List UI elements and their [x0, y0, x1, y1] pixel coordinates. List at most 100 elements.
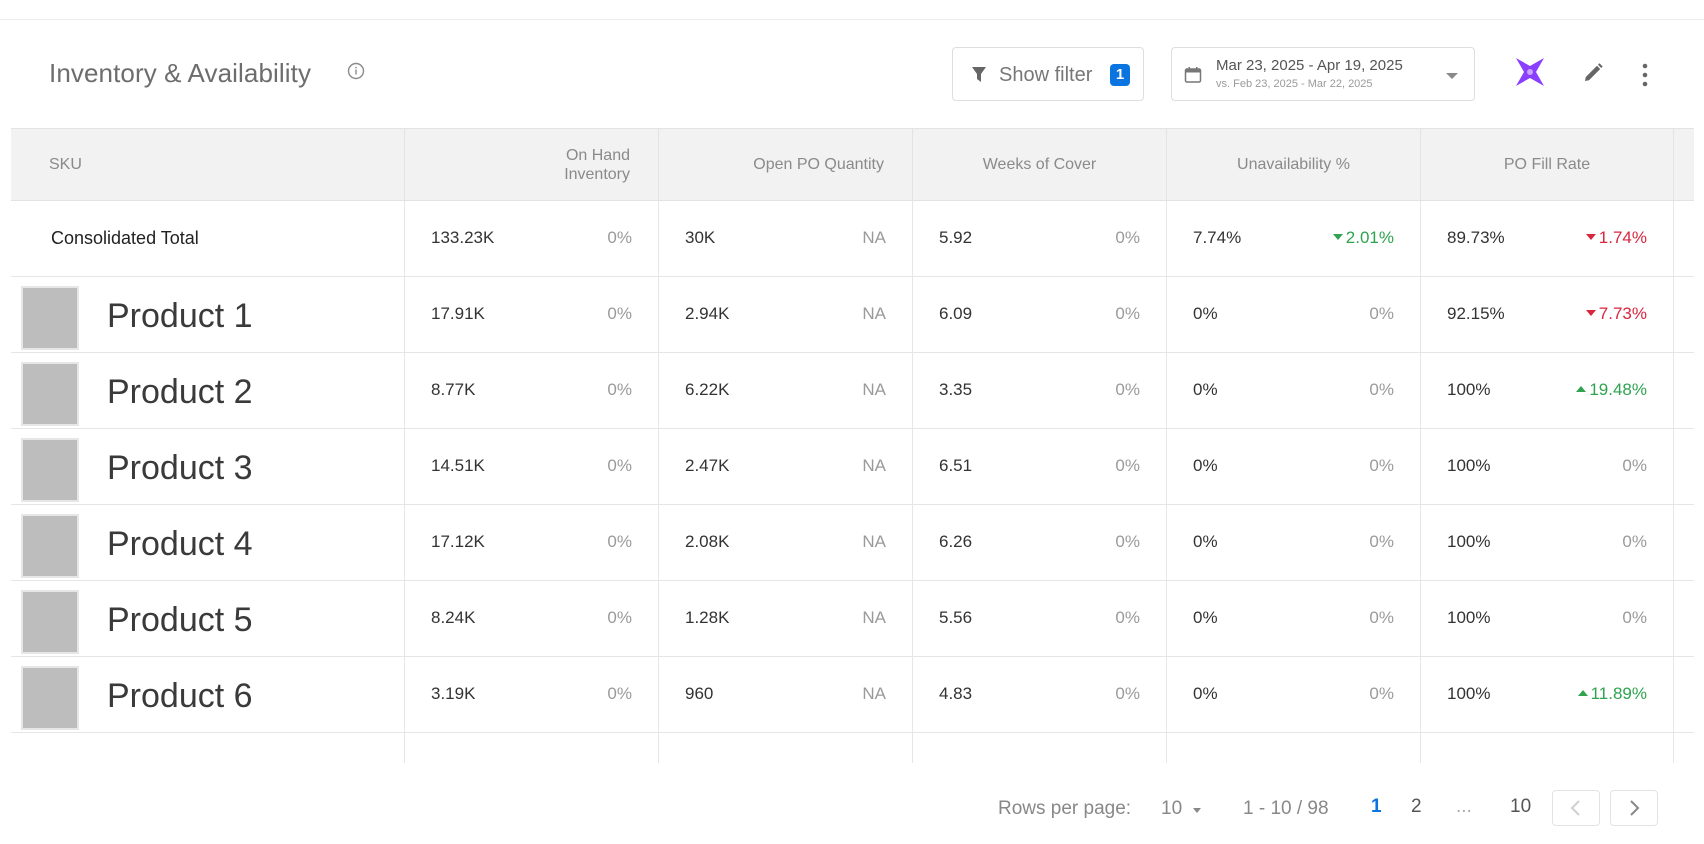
metric-change: 0% — [1369, 380, 1394, 399]
cell-unavail: 0% 0% — [1167, 277, 1421, 352]
metric-value: 0% — [1193, 380, 1218, 399]
metric-change: NA — [862, 684, 886, 703]
table-row-partial — [11, 733, 1694, 763]
product-thumbnail — [21, 590, 79, 654]
metric-value: 17.91K — [431, 304, 485, 323]
metric-value: 6.22K — [685, 380, 730, 399]
ai-sparkle-icon[interactable] — [1514, 56, 1546, 88]
column-header-weeks-of-cover[interactable]: Weeks of Cover — [913, 129, 1167, 200]
metric-value: 8.24K — [431, 608, 476, 627]
metric-change: 0% — [1369, 608, 1394, 627]
metric-value: 7.74% — [1193, 228, 1242, 247]
sku-cell: Product 5 — [11, 581, 405, 656]
inventory-table: SKU On Hand Inventory Open PO Quantity W… — [11, 128, 1694, 763]
metric-change: 0% — [1369, 304, 1394, 323]
metric-change-wrapper: 0% — [607, 228, 632, 248]
more-options-icon[interactable] — [1640, 62, 1650, 88]
prev-page-button[interactable] — [1552, 790, 1600, 826]
cell-fill: 100% 0% — [1421, 505, 1674, 580]
show-filter-button[interactable]: Show filter 1 — [952, 47, 1144, 101]
edit-pencil-icon[interactable] — [1582, 62, 1604, 84]
rows-per-page-select[interactable]: 10 — [1161, 798, 1183, 819]
product-name[interactable]: Product 4 — [107, 525, 253, 563]
page-range-text: 1 - 10 / 98 — [1243, 798, 1329, 819]
table-row-total[interactable]: Consolidated Total 133.23K 0% 30K NA 5.92 0% 7.… — [11, 201, 1694, 277]
metric-change-wrapper: 19.48% — [1576, 380, 1647, 400]
metric-change-wrapper: 0% — [1369, 608, 1394, 628]
page-button-10[interactable]: 10 — [1510, 796, 1532, 817]
sku-cell: Product 2 — [11, 353, 405, 428]
metric-value: 100% — [1447, 532, 1491, 551]
metric-value: 6.26 — [939, 532, 973, 551]
next-page-button[interactable] — [1610, 790, 1658, 826]
metric-change: 0% — [607, 304, 632, 323]
table-row[interactable]: Product 3 14.51K 0% 2.47K NA 6.51 0% 0% 0% 100% 0% — [11, 429, 1694, 505]
metric-change-wrapper: 0% — [1115, 684, 1140, 704]
metric-value: 5.92 — [939, 228, 973, 247]
metric-change: 1.74% — [1598, 228, 1647, 247]
cell-open-po: 6.22K NA — [659, 353, 913, 428]
cell-open-po: 30K NA — [659, 201, 913, 276]
sku-cell: Product 4 — [11, 505, 405, 580]
metric-change: 0% — [1115, 684, 1140, 703]
metric-change-wrapper: NA — [862, 228, 886, 248]
widget-title: Inventory & Availability — [49, 58, 312, 88]
metric-value: 2.08K — [685, 532, 730, 551]
metric-value: 100% — [1447, 456, 1491, 475]
metric-value: 1.28K — [685, 608, 730, 627]
cell-weeks: 6.51 0% — [913, 429, 1167, 504]
metric-change: 0% — [1115, 380, 1140, 399]
product-name[interactable]: Product 6 — [107, 677, 253, 715]
column-header-po-fill-rate[interactable]: PO Fill Rate — [1421, 129, 1674, 200]
metric-change-wrapper: 0% — [607, 456, 632, 476]
trend-down-icon — [1332, 233, 1343, 240]
metric-change: 19.48% — [1589, 380, 1647, 399]
metric-value: 3.19K — [431, 684, 476, 703]
metric-value: 100% — [1447, 608, 1491, 627]
table-row[interactable]: Product 6 3.19K 0% 960 NA 4.83 0% 0% 0% 100% 11.89… — [11, 657, 1694, 733]
table-row[interactable]: Product 4 17.12K 0% 2.08K NA 6.26 0% 0% 0% 100% 0% — [11, 505, 1694, 581]
metric-change-wrapper: 0% — [607, 380, 632, 400]
metric-change-wrapper: 0% — [1115, 304, 1140, 324]
column-header-unavailability[interactable]: Unavailability % — [1167, 129, 1421, 200]
page-button-2[interactable]: 2 — [1411, 796, 1422, 817]
column-header-open-po-quantity[interactable]: Open PO Quantity — [659, 129, 913, 200]
metric-change: 0% — [1622, 608, 1647, 627]
metric-change: 0% — [1369, 456, 1394, 475]
metric-change-wrapper: 0% — [1115, 228, 1140, 248]
metric-change-wrapper: NA — [862, 532, 886, 552]
cell-on-hand: 14.51K 0% — [405, 429, 659, 504]
product-thumbnail — [21, 286, 79, 350]
table-row[interactable]: Product 1 17.91K 0% 2.94K NA 6.09 0% 0% 0% 92.15%… — [11, 277, 1694, 353]
product-name[interactable]: Product 3 — [107, 449, 253, 487]
metric-value: 2.47K — [685, 456, 730, 475]
cell-on-hand: 17.91K 0% — [405, 277, 659, 352]
info-icon[interactable] — [347, 62, 365, 80]
metric-change: 0% — [607, 684, 632, 703]
product-name[interactable]: Product 2 — [107, 373, 253, 411]
column-header-sku[interactable]: SKU — [11, 129, 405, 200]
cell-weeks: 6.26 0% — [913, 505, 1167, 580]
metric-change: 0% — [607, 608, 632, 627]
metric-change-wrapper: 0% — [607, 304, 632, 324]
cell-unavail: 0% 0% — [1167, 505, 1421, 580]
page-button-1[interactable]: 1 — [1371, 796, 1382, 817]
widget-header: Inventory & Availability Show filter 1 M… — [0, 40, 1704, 112]
product-name[interactable]: Product 1 — [107, 297, 253, 335]
column-header-on-hand-label: On Hand Inventory — [564, 146, 630, 183]
table-row[interactable]: Product 2 8.77K 0% 6.22K NA 3.35 0% 0% 0% 100% 19.… — [11, 353, 1694, 429]
cell-fill: 100% 11.89% — [1421, 657, 1674, 732]
metric-change: 0% — [1369, 532, 1394, 551]
metric-change-wrapper: 0% — [1115, 532, 1140, 552]
metric-change: 0% — [1115, 304, 1140, 323]
cell-unavail: 7.74% 2.01% — [1167, 201, 1421, 276]
table-row[interactable]: Product 5 8.24K 0% 1.28K NA 5.56 0% 0% 0% 100% 0% — [11, 581, 1694, 657]
metric-change: 0% — [607, 380, 632, 399]
cell-unavail: 0% 0% — [1167, 429, 1421, 504]
chevron-down-icon — [1446, 73, 1458, 79]
metric-change-wrapper: NA — [862, 608, 886, 628]
date-range-picker[interactable]: Mar 23, 2025 - Apr 19, 2025 vs. Feb 23, … — [1171, 47, 1475, 101]
cell-open-po: 2.94K NA — [659, 277, 913, 352]
column-header-on-hand-inventory[interactable]: On Hand Inventory — [405, 129, 659, 200]
product-name[interactable]: Product 5 — [107, 601, 253, 639]
